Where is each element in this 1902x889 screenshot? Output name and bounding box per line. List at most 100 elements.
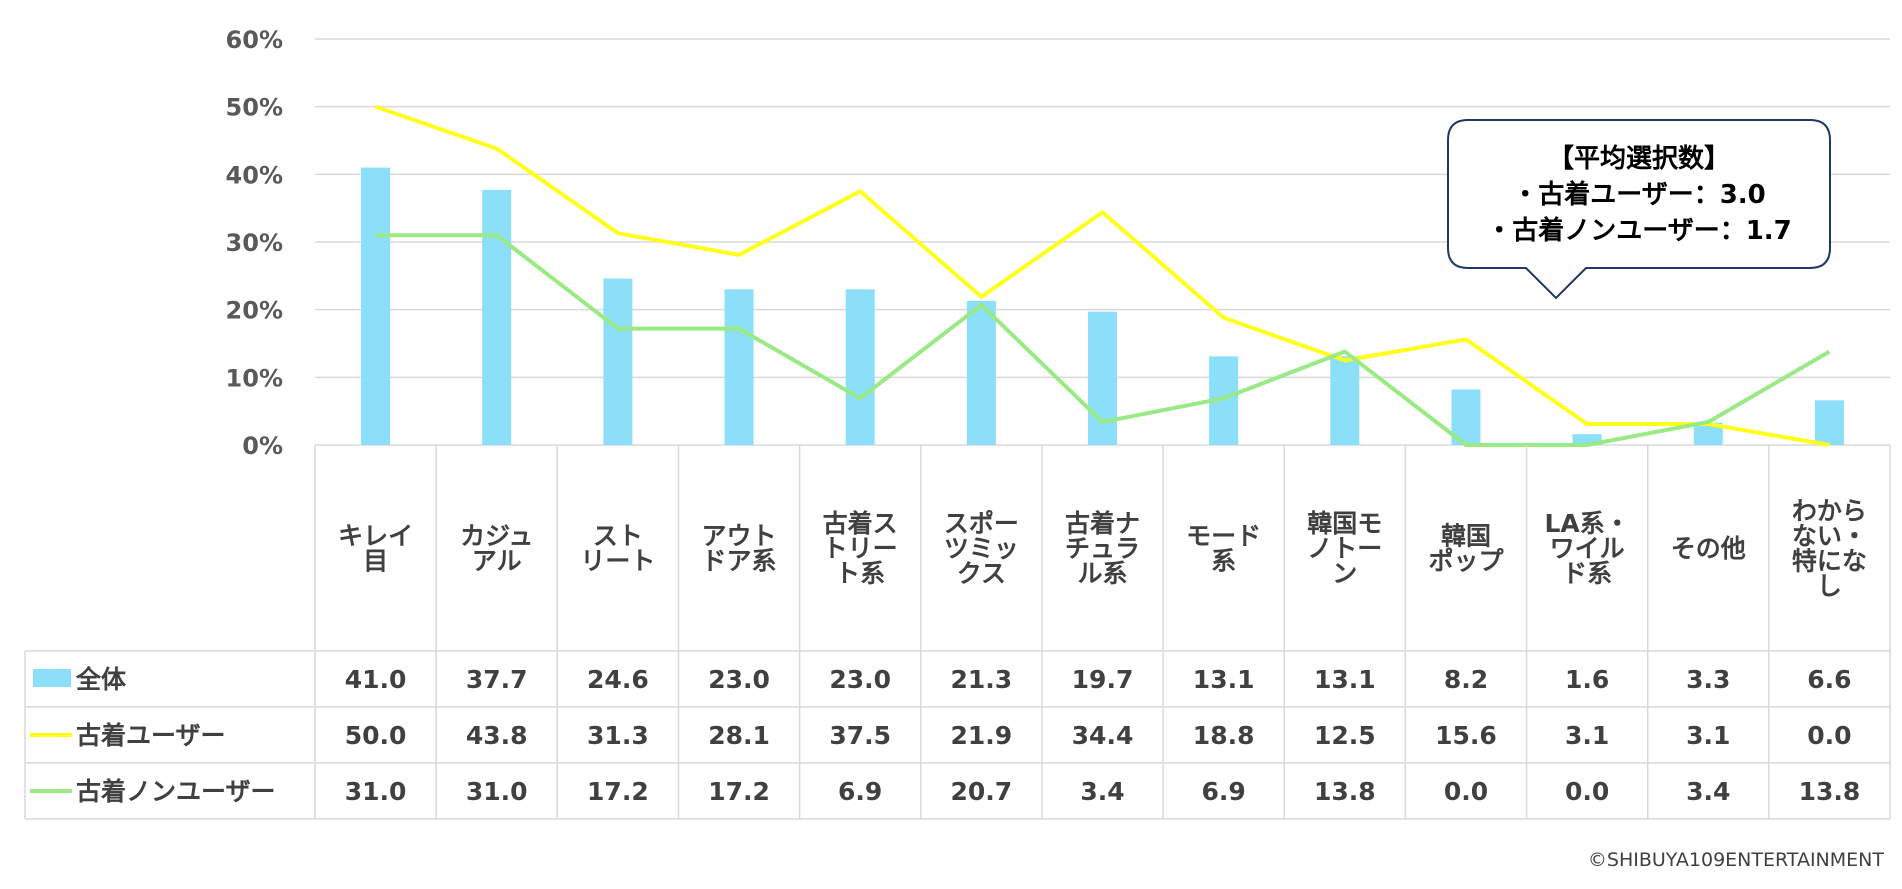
data-cell: 8.2 <box>1444 665 1488 694</box>
series-line-furugi-nonuser <box>375 233 1831 447</box>
data-cell: 43.8 <box>466 721 528 750</box>
category-label: ン <box>1332 559 1357 588</box>
bars <box>361 167 1844 446</box>
data-cell: 34.4 <box>1072 721 1134 750</box>
y-tick-label: 50% <box>226 94 283 122</box>
category-label: ル系 <box>1077 559 1127 588</box>
category-label: ノトー <box>1307 534 1382 563</box>
data-cell: 12.5 <box>1314 721 1376 750</box>
y-tick-label: 10% <box>226 364 283 392</box>
data-cell: 41.0 <box>345 665 407 694</box>
category-label: 特にな <box>1792 547 1867 576</box>
data-cell: 6.9 <box>1202 777 1246 806</box>
gridlines <box>315 38 1890 446</box>
bar <box>1330 356 1360 445</box>
data-cell: 18.8 <box>1193 721 1255 750</box>
row-series-name: 全体 <box>75 665 127 694</box>
callout-line: 【平均選択数】 <box>1548 144 1730 174</box>
category-label: その他 <box>1671 534 1746 563</box>
callout-box: 【平均選択数】・古着ユーザー：3.0 ・古着ノンユーザー：1.7 <box>1447 119 1831 300</box>
category-label: カジュ <box>460 522 533 551</box>
y-axis-ticks: 0% 10% 20% 30% 40% 50% 60% <box>226 26 283 460</box>
data-cell: 19.7 <box>1072 665 1134 694</box>
data-cell: 37.7 <box>466 665 528 694</box>
data-cell: 0.0 <box>1565 777 1609 806</box>
row-series-name: 古着ノンユーザー <box>76 777 276 806</box>
bar <box>482 189 512 445</box>
data-cell: 13.8 <box>1314 777 1376 806</box>
data-cell: 50.0 <box>345 721 407 750</box>
bar <box>1572 434 1602 445</box>
category-label: リート <box>580 547 655 576</box>
data-cell: 23.0 <box>829 665 891 694</box>
category-label: LA系・ <box>1544 509 1629 538</box>
y-tick-label: 20% <box>226 297 283 325</box>
category-label: キレイ <box>338 522 413 551</box>
series-lines <box>374 104 1831 447</box>
data-cell: 13.1 <box>1193 665 1255 694</box>
callout-line: ・古着ユーザー：3.0 <box>1512 179 1766 210</box>
data-cell: 23.0 <box>708 665 770 694</box>
data-cell: 21.9 <box>951 721 1013 750</box>
category-label: わから <box>1792 497 1867 526</box>
category-label: ドア系 <box>702 547 777 576</box>
bar <box>1693 422 1723 445</box>
category-label: ワイル <box>1550 534 1625 563</box>
y-tick-label: 60% <box>226 26 283 54</box>
category-label: ド系 <box>1562 559 1612 588</box>
data-cell: 17.2 <box>708 777 770 806</box>
data-cell: 28.1 <box>708 721 770 750</box>
data-cell: 13.8 <box>1799 777 1861 806</box>
category-label: チュラ <box>1065 534 1140 563</box>
category-label: 韓国モ <box>1307 509 1382 538</box>
category-label: ない・ <box>1792 522 1867 551</box>
category-label: 古着ナ <box>1065 509 1140 538</box>
data-cell: 3.4 <box>1080 777 1124 806</box>
data-cell: 6.9 <box>838 777 882 806</box>
data-cell: 31.0 <box>345 777 407 806</box>
data-cell: 31.3 <box>587 721 649 750</box>
y-tick-label: 30% <box>226 229 283 257</box>
data-cell: 31.0 <box>466 777 528 806</box>
data-cell: 3.1 <box>1565 721 1609 750</box>
bar <box>724 289 754 445</box>
data-cell: 0.0 <box>1444 777 1488 806</box>
data-cell: 21.3 <box>951 665 1013 694</box>
category-label: ツミッ <box>944 534 1019 563</box>
data-cell: 37.5 <box>829 721 891 750</box>
data-cell: 3.3 <box>1686 665 1730 694</box>
category-label: 目 <box>363 547 388 576</box>
data-cell: 20.7 <box>951 777 1013 806</box>
bar <box>966 300 996 445</box>
category-label: 古着ス <box>823 509 898 538</box>
data-cell: 1.6 <box>1565 665 1609 694</box>
category-label: クス <box>957 559 1006 588</box>
data-cell: 3.4 <box>1686 777 1730 806</box>
data-cell: 6.6 <box>1807 665 1851 694</box>
y-tick-label: 40% <box>226 161 283 189</box>
bar <box>1088 311 1117 445</box>
bar <box>603 278 633 445</box>
category-label: スト <box>593 522 643 551</box>
data-cell: 3.1 <box>1686 721 1730 750</box>
data-cell: 13.1 <box>1314 665 1376 694</box>
category-label: ポップ <box>1428 547 1504 576</box>
category-label: し <box>1817 572 1842 601</box>
bar <box>1814 400 1844 445</box>
callout-bubble <box>1447 119 1831 300</box>
callout-line: ・古着ノンユーザー：1.7 <box>1486 215 1792 246</box>
category-label: アル <box>472 547 522 576</box>
data-cell: 24.6 <box>587 665 649 694</box>
legend-key-bar <box>33 669 71 687</box>
data-cell: 17.2 <box>587 777 649 806</box>
category-label: スポー <box>944 509 1019 538</box>
category-label: 系 <box>1211 547 1236 576</box>
credit-text: ©SHIBUYA109ENTERTAINMENT <box>1588 849 1884 871</box>
bar <box>361 167 391 446</box>
data-cell: 0.0 <box>1807 721 1851 750</box>
series-line-furugi-user <box>374 104 1830 447</box>
row-series-name: 古着ユーザー <box>76 721 226 750</box>
